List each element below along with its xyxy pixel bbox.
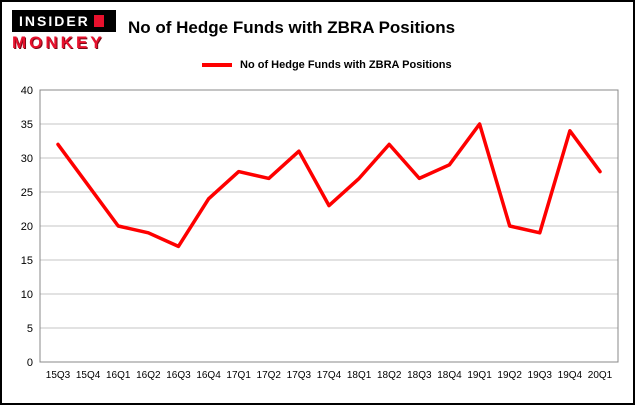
x-tick-label: 18Q4	[437, 370, 462, 381]
logo-top-bar: INSIDER	[12, 10, 116, 32]
y-tick-label: 5	[27, 323, 33, 335]
page-title: No of Hedge Funds with ZBRA Positions	[128, 18, 456, 37]
x-tick-label: 15Q3	[46, 370, 71, 381]
x-tick-label: 20Q1	[588, 370, 613, 381]
x-tick-label: 19Q1	[467, 370, 492, 381]
x-tick-label: 17Q1	[226, 370, 251, 381]
x-tick-label: 18Q2	[377, 370, 402, 381]
insider-monkey-logo: INSIDER MONKEY	[12, 10, 116, 53]
legend: No of Hedge Funds with ZBRA Positions	[202, 59, 452, 71]
y-tick-label: 20	[21, 221, 33, 233]
y-tick-label: 15	[21, 255, 33, 267]
x-tick-label: 17Q4	[317, 370, 342, 381]
y-tick-label: 10	[21, 289, 33, 301]
x-tick-label: 16Q1	[106, 370, 131, 381]
line-chart: 0 5 10 15 20 25 30 35 40 15Q3 15Q4 16Q1 16Q2 16Q3 16Q4…	[21, 85, 619, 381]
y-tick-label: 0	[27, 357, 33, 369]
x-tick-label: 19Q4	[558, 370, 583, 381]
x-tick-label: 18Q1	[347, 370, 372, 381]
data-line	[56, 122, 602, 249]
x-tick-label: 19Q2	[497, 370, 522, 381]
legend-label: No of Hedge Funds with ZBRA Positions	[240, 59, 452, 71]
x-tick-label: 19Q3	[528, 370, 553, 381]
y-tick-label: 35	[21, 119, 33, 131]
legend-line-swatch	[202, 63, 232, 67]
x-tick-label: 16Q4	[196, 370, 221, 381]
logo-red-square-icon	[93, 15, 104, 27]
logo-text-monkey: MONKEY	[12, 33, 105, 52]
y-tick-label: 25	[21, 187, 33, 199]
y-tick-label: 40	[21, 85, 33, 97]
x-tick-label: 17Q2	[257, 370, 282, 381]
x-tick-label: 17Q3	[287, 370, 312, 381]
y-tick-label: 30	[21, 153, 33, 165]
x-tick-label: 18Q3	[407, 370, 432, 381]
x-tick-label: 16Q3	[166, 370, 191, 381]
logo-text-insider: INSIDER	[19, 13, 90, 29]
plot-area-wrap: 0 5 10 15 20 25 30 35 40 15Q3 15Q4 16Q1 16Q2 16Q3 16Q4…	[2, 78, 633, 403]
x-tick-label: 15Q4	[76, 370, 101, 381]
plot-border	[39, 89, 619, 363]
x-tick-label: 16Q2	[136, 370, 161, 381]
